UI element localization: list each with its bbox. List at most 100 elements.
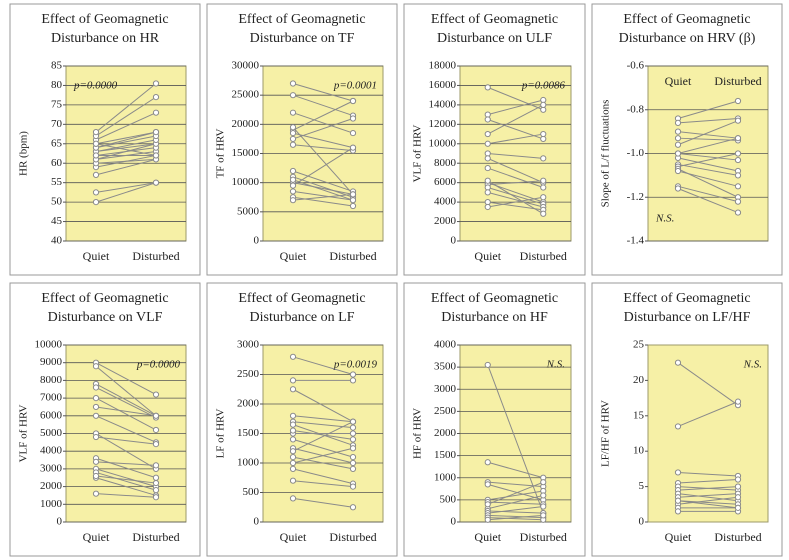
panel-title: Effect of Geomagnetic [41,12,168,27]
panel-title: Disturbance on HR [51,31,160,46]
data-point [349,418,357,425]
y-tick-label: 500 [243,486,260,498]
data-point [289,465,297,472]
y-tick-label: 12000 [429,118,457,130]
subject-line [487,104,544,135]
y-tick-label: 25000 [232,89,260,101]
subject-line [95,468,157,488]
y-tick-label: 0 [254,516,260,528]
data-point [289,386,297,393]
data-point [92,171,100,178]
subject-line [95,493,157,498]
y-tick-label: 3000 [434,383,457,395]
data-point [152,426,160,434]
subject-line [677,493,739,498]
data-point [289,477,297,484]
subject-line [292,126,354,195]
subject-line [292,112,354,134]
annotation: N.S. [546,359,565,371]
panel: Effect of Geomagnetic Disturbance on LF 0 5… [206,282,398,557]
subject-line [95,397,157,431]
y-tick-label: 0 [639,516,645,528]
y-tick-label: 1500 [237,427,260,439]
subject-line [95,143,157,156]
data-point [152,152,160,159]
subject-line [677,153,739,168]
y-tick-label: 2500 [237,368,260,380]
x-tick-label: Quiet [280,249,307,263]
data-point [152,441,160,448]
y-tick-label: 75 [51,98,63,110]
data-point [349,424,357,431]
subject-line [487,99,544,116]
subject-line [292,182,354,195]
x-tick-label: Disturbed [132,249,179,263]
data-point [92,199,100,206]
subject-line [677,493,739,502]
data-point [152,462,160,469]
data-point [289,427,297,434]
data-point [152,129,160,136]
data-point [540,155,547,162]
y-tick-label: 85 [51,60,63,72]
subject-line [95,433,157,470]
y-axis-label: Slope of L/f fluctuations [600,100,612,208]
subject-line [292,190,354,201]
y-tick-label: 10 [633,445,645,457]
data-point [484,189,491,196]
data-point [734,156,742,164]
subject-line [292,430,354,440]
data-point [289,412,297,419]
data-point [674,185,682,192]
panel-title: Disturbance on HF [441,310,548,325]
data-point [289,459,297,467]
subject-line [292,193,354,201]
y-tick-label: 15000 [232,147,260,159]
subject-line [487,461,544,479]
y-tick-label: 20000 [232,118,260,130]
data-point [674,135,682,142]
x-tick-label: Quiet [474,530,501,544]
data-point [484,481,491,488]
data-point [484,501,491,508]
y-tick-label: 7000 [40,392,63,404]
data-point [734,150,742,157]
data-point [674,128,682,135]
y-tick-label: 65 [51,137,63,149]
data-point [484,516,491,523]
y-tick-label: 2500 [434,405,457,417]
subject-line [95,131,157,145]
data-point [540,101,547,108]
data-point [349,377,357,384]
subject-line [487,133,544,145]
annotation: p=0.0000 [73,80,118,92]
data-point [349,191,357,198]
subject-line [292,94,354,117]
y-tick-label: 10000 [429,137,457,149]
subject-line [95,83,157,133]
panel: Effect of Geomagnetic Disturbance on ULF 0… [403,3,586,276]
x-tick-label: Disturbed [714,74,761,88]
subject-line [95,158,157,164]
y-tick-label: 25 [633,339,645,351]
subject-line [677,185,739,203]
subject-line [677,500,739,505]
data-point [349,454,357,461]
y-tick-label: 6000 [434,176,457,188]
subject-line [487,506,544,514]
data-point [674,497,682,504]
data-point [152,80,160,87]
x-tick-label: Disturbed [520,249,567,263]
subject-line [677,157,739,172]
annotation: p=0.0086 [521,80,566,92]
y-tick-label: 0 [57,516,63,528]
subject-line [292,179,354,201]
y-axis-label: LF of HRV [215,409,227,459]
y-tick-label: 3500 [434,361,457,373]
data-point [92,140,100,147]
subject-line [677,118,739,124]
data-point [349,436,357,443]
x-tick-label: Quiet [280,530,307,544]
data-point [289,80,297,87]
subject-line [292,421,354,452]
